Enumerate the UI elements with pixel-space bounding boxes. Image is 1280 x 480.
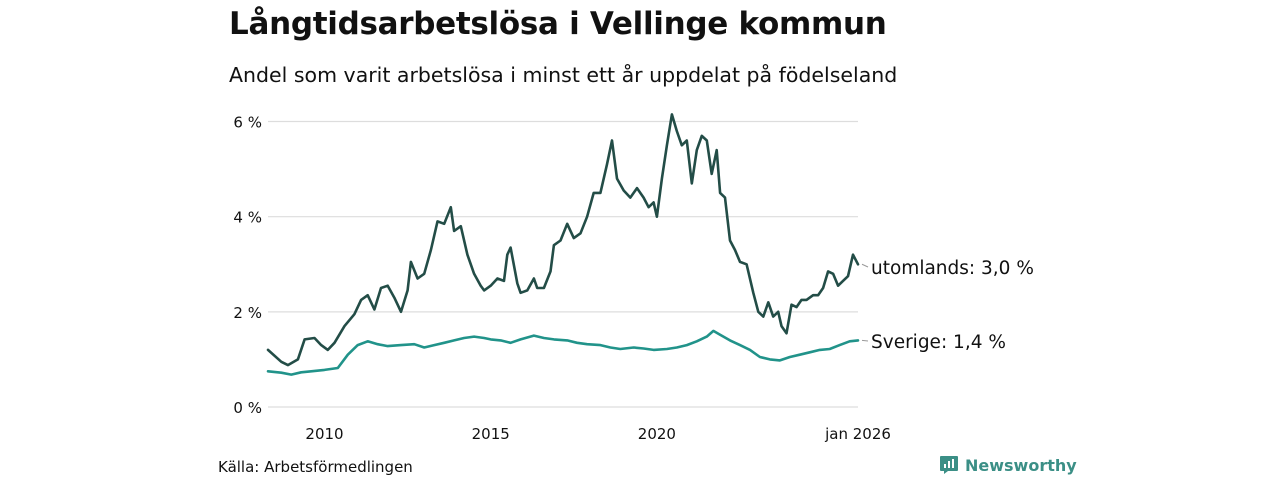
- y-tick-label: 0 %: [233, 399, 262, 417]
- x-tick-label: 2010: [305, 425, 343, 443]
- label-connector: [861, 263, 869, 268]
- brand-logo[interactable]: Newsworthy: [939, 455, 1077, 475]
- brand-name: Newsworthy: [965, 455, 1077, 475]
- x-tick-label: jan 2026: [824, 425, 891, 443]
- chart-title: Långtidsarbetslösa i Vellinge kommun: [229, 6, 887, 42]
- x-tick-label: 2015: [472, 425, 510, 443]
- source-note: Källa: Arbetsförmedlingen: [218, 458, 413, 476]
- y-tick-label: 6 %: [233, 114, 262, 132]
- label-connector: [861, 339, 869, 342]
- series-line-sverige: [266, 329, 860, 376]
- x-tick-label: 2020: [638, 425, 676, 443]
- grid-lines: [268, 120, 858, 408]
- newsworthy-logo-icon: [940, 456, 958, 474]
- series-label-utomlands: utomlands: 3,0 %: [871, 258, 1034, 279]
- series-line-utomlands: [266, 113, 860, 367]
- series-labels: utomlands: 3,0 % Sverige: 1,4 %: [861, 258, 1034, 353]
- series-label-sverige: Sverige: 1,4 %: [871, 332, 1006, 353]
- x-axis-ticks: 2010 2015 2020 jan 2026: [305, 425, 890, 443]
- y-tick-label: 4 %: [233, 209, 262, 227]
- y-tick-label: 2 %: [233, 304, 262, 322]
- chart-subtitle: Andel som varit arbetslösa i minst ett å…: [229, 63, 898, 87]
- series-lines: [266, 113, 860, 376]
- y-axis-ticks: 0 % 2 % 4 % 6 %: [233, 114, 262, 417]
